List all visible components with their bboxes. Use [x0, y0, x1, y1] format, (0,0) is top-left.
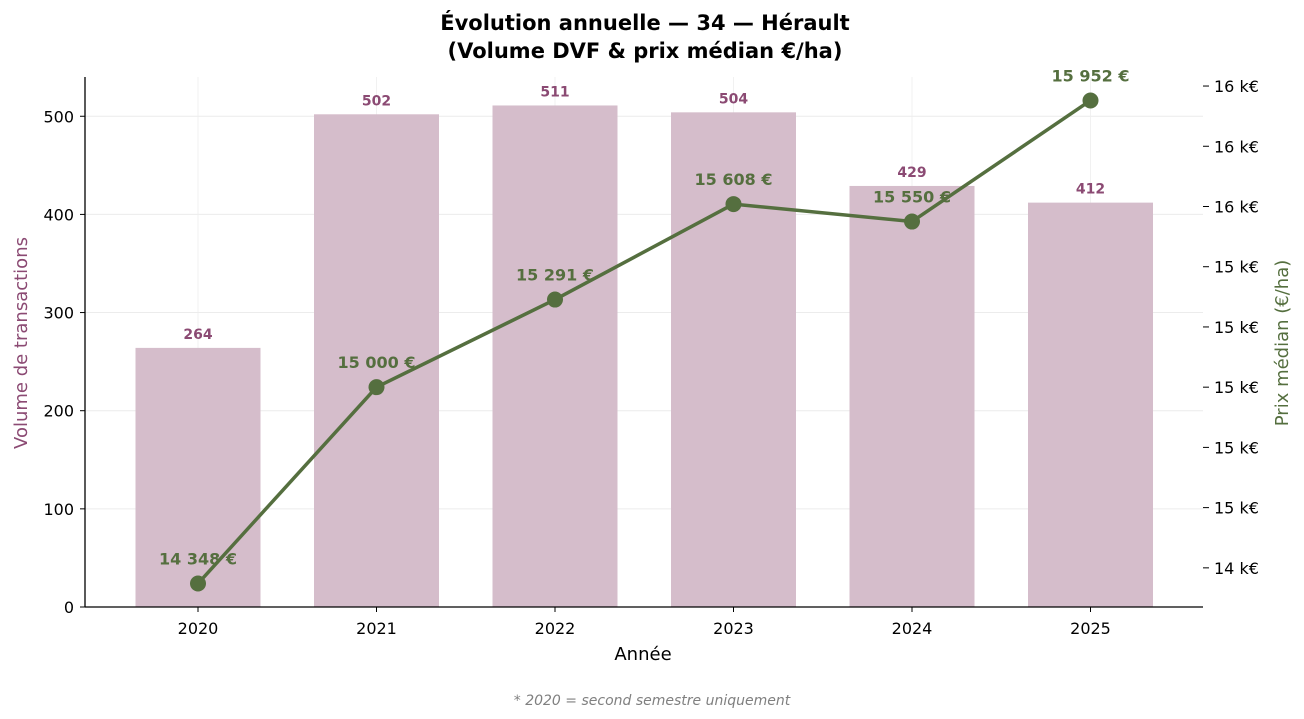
y-axis-right-tick-label: 16 k€	[1214, 197, 1259, 216]
grid-layer	[85, 77, 1203, 608]
y-axis-left-tick-label: 200	[43, 402, 74, 421]
y-axis-left-tick-label: 0	[64, 598, 74, 617]
x-axis-label: Année	[614, 644, 671, 665]
price-point	[547, 291, 563, 308]
chart-title-line1: Évolution annuelle — 34 — Hérault	[440, 10, 849, 35]
price-point-label: 15 952 €	[1052, 66, 1130, 85]
line-layer	[190, 92, 1099, 592]
price-point	[725, 196, 742, 213]
price-point-label: 15 000 €	[338, 353, 416, 372]
volume-bar	[314, 114, 439, 607]
volume-bar-label: 504	[719, 91, 748, 107]
bars-layer	[135, 105, 1153, 608]
volume-bar	[1028, 202, 1153, 607]
volume-bar	[135, 347, 261, 607]
y-axis-left-tick-label: 500	[43, 107, 74, 126]
price-point-label: 15 608 €	[695, 170, 773, 189]
y-axis-right-tick-label: 15 k€	[1214, 258, 1259, 277]
x-axis-tick-label: 2025	[1070, 619, 1111, 638]
x-axis-tick-label: 2021	[356, 619, 397, 638]
price-point	[1082, 92, 1099, 109]
price-point	[368, 379, 385, 396]
volume-bar-label: 511	[540, 84, 569, 100]
y-axis-right-tick-label: 16 k€	[1214, 137, 1259, 156]
x-axis-tick-label: 2022	[535, 619, 576, 638]
volume-bar	[849, 185, 975, 607]
y-axis-left-label: Volume de transactions	[11, 237, 32, 449]
volume-bar-label: 264	[183, 327, 212, 343]
volume-bar-label: 429	[897, 165, 926, 181]
volume-bar	[671, 112, 796, 607]
y-axis-right-tick-label: 15 k€	[1214, 378, 1259, 397]
axes-layer: 0 100 200 300 400 500 14 k€ 15 k€ 15 k€ 15 k€ 15 k…	[43, 77, 1259, 638]
price-line	[196, 99, 1092, 585]
chart-title-line2: (Volume DVF & prix médian €/ha)	[448, 39, 843, 63]
volume-bar-label: 412	[1076, 182, 1105, 198]
y-axis-right-label: Prix médian (€/ha)	[1272, 260, 1293, 427]
x-axis-tick-label: 2024	[892, 619, 933, 638]
y-axis-left-tick-label: 400	[43, 205, 74, 224]
y-axis-left-tick-label: 100	[43, 500, 74, 519]
y-axis-right-tick-label: 16 k€	[1214, 77, 1259, 96]
y-axis-right-tick-label: 14 k€	[1214, 559, 1259, 578]
y-axis-right-tick-label: 15 k€	[1214, 438, 1259, 457]
y-axis-left-tick-label: 300	[43, 304, 74, 323]
x-axis-tick-label: 2023	[713, 619, 754, 638]
y-axis-right-tick-label: 15 k€	[1214, 318, 1259, 337]
price-point-label: 15 291 €	[516, 266, 594, 285]
price-point-label: 14 348 €	[159, 550, 237, 569]
volume-bar-label: 502	[362, 93, 391, 109]
volume-bar	[492, 105, 618, 608]
price-point	[190, 575, 206, 592]
price-point-label: 15 550 €	[873, 188, 951, 207]
price-point	[904, 213, 920, 230]
y-axis-right-tick-label: 15 k€	[1214, 499, 1259, 518]
footnote: * 2020 = second semestre uniquement	[514, 693, 791, 709]
x-axis-tick-label: 2020	[178, 619, 219, 638]
labels-layer: 264 502 511 504 429 412 14 348 € 15 000 € 15 291…	[159, 66, 1129, 568]
